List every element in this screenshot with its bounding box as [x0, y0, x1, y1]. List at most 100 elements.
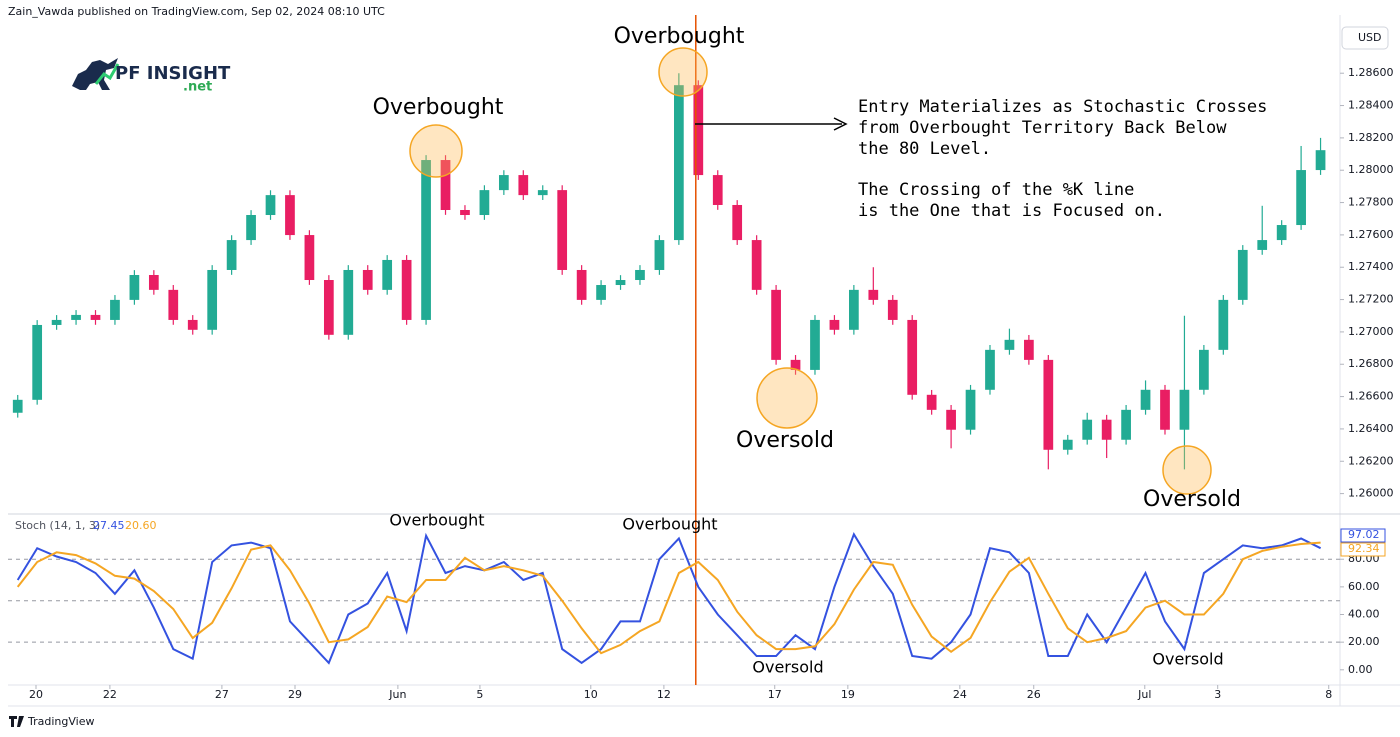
candle-body: [1024, 339, 1034, 360]
candle-body: [615, 280, 626, 286]
last-value-label: 97.02: [1348, 528, 1380, 541]
candle-body: [71, 314, 81, 320]
x-tick-label: 26: [1027, 688, 1041, 701]
y-tick-label: 1.26200: [1348, 454, 1394, 467]
candle-body: [790, 359, 801, 370]
oversold-label: Oversold: [1143, 487, 1241, 512]
logo: PF INSIGHT .net: [72, 58, 231, 95]
candle-body: [1237, 249, 1248, 300]
candle-body: [635, 269, 645, 281]
candle-body: [1082, 419, 1093, 440]
currency-box[interactable]: [1341, 26, 1389, 50]
candle-body: [362, 269, 373, 290]
x-tick-label: 27: [215, 688, 229, 701]
logo-suffix: .net: [183, 80, 212, 95]
y-tick-label: 1.27800: [1348, 196, 1394, 209]
y-tick-label: 1.26800: [1348, 357, 1394, 370]
y-tick-label: 1.26000: [1348, 487, 1394, 500]
footer: TradingView: [9, 715, 94, 728]
candle-body: [343, 269, 354, 335]
candle-body: [440, 160, 451, 210]
x-tick-label: 20: [29, 688, 43, 701]
overbought-label: Overbought: [614, 24, 745, 49]
candle-body: [654, 240, 665, 270]
logo-name: PF INSIGHT: [115, 63, 231, 84]
candle-body: [90, 314, 101, 320]
candle-body: [129, 274, 140, 300]
y-tick-label: 60.00: [1348, 580, 1380, 593]
x-tick-label: 3: [1214, 688, 1221, 701]
oversold-label: Oversold: [1152, 650, 1223, 669]
candle-body: [693, 85, 704, 176]
arrow-head: [833, 117, 848, 131]
candle-body: [712, 175, 723, 205]
candle-body: [1179, 389, 1190, 430]
overbought-label: Overbought: [389, 511, 484, 530]
x-tick-label: 22: [103, 688, 117, 701]
candle-body: [12, 399, 23, 413]
stochastic-line: [16, 532, 1322, 665]
candle-body: [479, 190, 490, 216]
candle-body: [1276, 225, 1287, 241]
candle-body: [1218, 299, 1229, 350]
candle-body: [887, 299, 898, 320]
x-tick-label: 12: [657, 688, 671, 701]
y-tick-label: 1.28400: [1348, 99, 1394, 112]
stochastic-line: [16, 541, 1321, 655]
x-tick-label: 24: [953, 688, 967, 701]
last-value-box: [1340, 528, 1386, 543]
candle-body: [265, 195, 276, 216]
oversold-label: Oversold: [752, 658, 823, 677]
candle-body: [421, 160, 431, 320]
last-value-label: 92.34: [1348, 542, 1380, 555]
candle-body: [537, 190, 548, 196]
candle-body: [51, 319, 62, 325]
candle-body: [985, 349, 995, 390]
x-tick-label: Jun: [388, 688, 406, 701]
x-tick-label: Jul: [1137, 688, 1151, 701]
y-tick-label: 1.28000: [1348, 163, 1394, 176]
footer-brand: TradingView: [27, 715, 94, 728]
candle-body: [246, 215, 256, 241]
candle-body: [868, 289, 879, 300]
candle-body: [401, 259, 412, 320]
currency[interactable]: USD: [1358, 31, 1382, 44]
y-tick-label: 1.27400: [1348, 260, 1394, 273]
x-tick-label: 19: [841, 688, 855, 701]
logo-arrow: [94, 63, 120, 85]
note-line: Entry Materializes as Stochastic Crosses: [858, 97, 1267, 117]
note-line: The Crossing of the %K line: [858, 180, 1134, 200]
footer-logo: [9, 716, 24, 727]
x-tick-label: 5: [476, 688, 483, 701]
x-tick-label: 10: [584, 688, 598, 701]
last-value-box: [1340, 542, 1386, 557]
y-tick-label: 20.00: [1348, 635, 1380, 648]
candle-body: [285, 195, 295, 236]
y-tick-label: 1.28200: [1348, 131, 1394, 144]
highlight-circle: [1162, 445, 1212, 495]
candle-body: [1257, 240, 1268, 250]
candle-body: [168, 289, 179, 320]
candle-body: [110, 299, 120, 320]
note-line: is the One that is Focused on.: [858, 201, 1165, 221]
candle-body: [557, 190, 568, 270]
logo-bull: [72, 58, 118, 90]
candle-body: [1121, 409, 1131, 440]
candle-body: [498, 175, 509, 191]
candle-body: [226, 240, 237, 270]
y-tick-label: 1.26400: [1348, 422, 1394, 435]
y-tick-label: 1.27600: [1348, 228, 1394, 241]
candle-body: [1140, 389, 1151, 410]
candle-body: [849, 289, 859, 330]
y-tick-label: 0.00: [1348, 663, 1373, 676]
price-pane: 1.26000 1.26200 1.26400 1.26600 1.26800 1.270…: [12, 15, 1394, 701]
oversold-label: Oversold: [736, 428, 834, 453]
candle-body: [518, 175, 529, 196]
candle-body: [907, 319, 918, 395]
candle-body: [732, 204, 743, 241]
candle-body: [323, 280, 334, 335]
y-tick-label: 1.27200: [1348, 293, 1394, 306]
candle-body: [304, 235, 315, 281]
